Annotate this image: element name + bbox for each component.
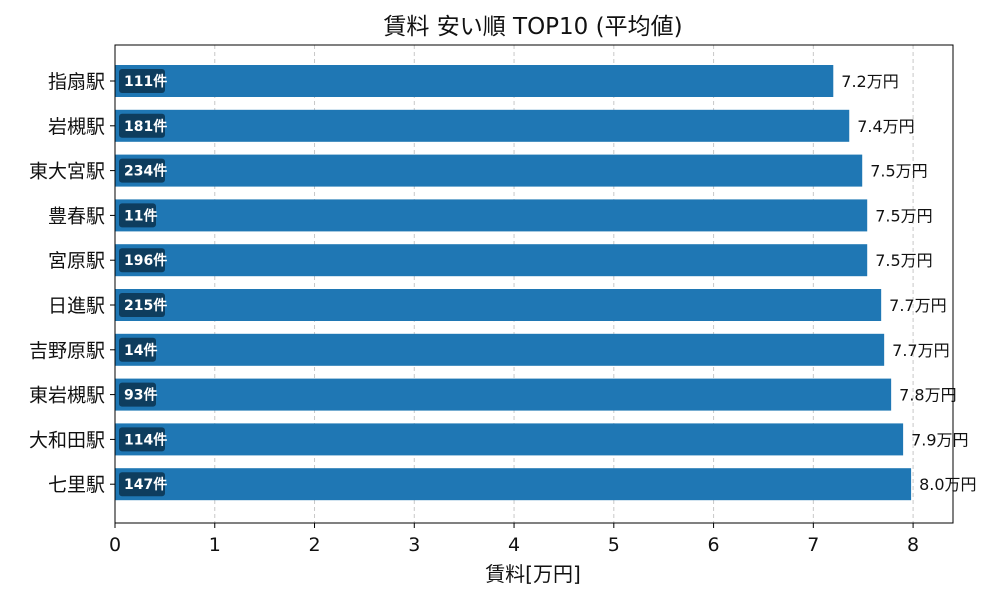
value-label-7: 7.8万円 [899, 386, 956, 405]
bar-1 [115, 109, 850, 142]
count-label-8: 114件 [124, 431, 167, 448]
y-tick-label-1: 岩槻駅 [48, 116, 105, 138]
count-label-0: 111件 [124, 73, 167, 90]
y-tick-label-7: 東岩槻駅 [29, 385, 105, 407]
count-badge-3 [119, 203, 156, 228]
count-badge-2 [119, 158, 165, 183]
y-tick-label-9: 七里駅 [48, 474, 105, 496]
x-tick-label-2: 2 [308, 534, 320, 556]
x-axis-label: 賃料[万円] [485, 562, 581, 586]
value-label-4: 7.5万円 [875, 251, 932, 270]
y-tick-label-8: 大和田駅 [29, 429, 105, 451]
data-labels: 7.2万円 111件 7.4万円 181件 7.5万円 234件 7.5万円 11件 7.5万円… [119, 69, 977, 497]
count-label-4: 196件 [124, 252, 167, 269]
x-tick-label-6: 6 [708, 534, 720, 556]
x-tick-label-8: 8 [907, 534, 919, 556]
bar-8 [115, 423, 904, 456]
value-label-0: 7.2万円 [841, 72, 898, 91]
value-label-8: 7.9万円 [911, 430, 968, 449]
x-tick-label-0: 0 [109, 534, 121, 556]
bar-3 [115, 199, 868, 232]
y-tick-label-2: 東大宮駅 [29, 161, 105, 183]
bar-5 [115, 289, 882, 321]
value-label-9: 8.0万円 [919, 475, 976, 494]
x-tick-label-4: 4 [508, 534, 520, 556]
y-tick-label-3: 豊春駅 [48, 205, 105, 227]
y-tick-label-0: 指扇駅 [48, 71, 105, 93]
value-label-6: 7.7万円 [892, 341, 949, 360]
count-badge-9 [119, 472, 165, 497]
count-badge-4 [119, 248, 165, 273]
count-badge-0 [119, 69, 165, 93]
count-badge-8 [119, 427, 165, 452]
plot-frame [114, 44, 954, 524]
bar-4 [115, 244, 868, 277]
value-label-3: 7.5万円 [875, 206, 932, 225]
y-tick-label-6: 吉野原駅 [29, 340, 105, 362]
count-label-1: 181件 [124, 118, 167, 135]
value-label-2: 7.5万円 [870, 162, 927, 181]
bar-9 [115, 468, 912, 501]
x-tick-label-5: 5 [608, 534, 620, 556]
count-label-5: 215件 [124, 297, 167, 314]
count-label-3: 11件 [124, 207, 157, 224]
count-badge-5 [119, 293, 165, 317]
count-label-9: 147件 [124, 476, 167, 493]
bar-2 [115, 154, 863, 187]
bar-0 [115, 65, 834, 97]
y-tick-label-5: 日進駅 [48, 295, 105, 317]
x-tick-label-7: 7 [807, 534, 819, 556]
value-label-1: 7.4万円 [857, 117, 914, 136]
chart-title: 賃料 安い順 TOP10 (平均値) [383, 14, 682, 40]
count-label-7: 93件 [124, 387, 157, 404]
bar-7 [115, 378, 892, 411]
count-label-2: 234件 [124, 163, 167, 180]
bar-6 [115, 333, 885, 366]
x-tick-label-3: 3 [408, 534, 420, 556]
count-badge-6 [119, 337, 156, 362]
x-axis: 0 1 2 3 4 5 6 7 8 [109, 523, 919, 556]
y-tick-label-4: 宮原駅 [48, 250, 105, 272]
count-badge-1 [119, 113, 165, 138]
count-label-6: 14件 [124, 342, 157, 359]
value-label-5: 7.7万円 [889, 296, 946, 315]
count-badge-7 [119, 382, 156, 407]
bars [115, 65, 912, 501]
x-tick-label-1: 1 [209, 534, 221, 556]
